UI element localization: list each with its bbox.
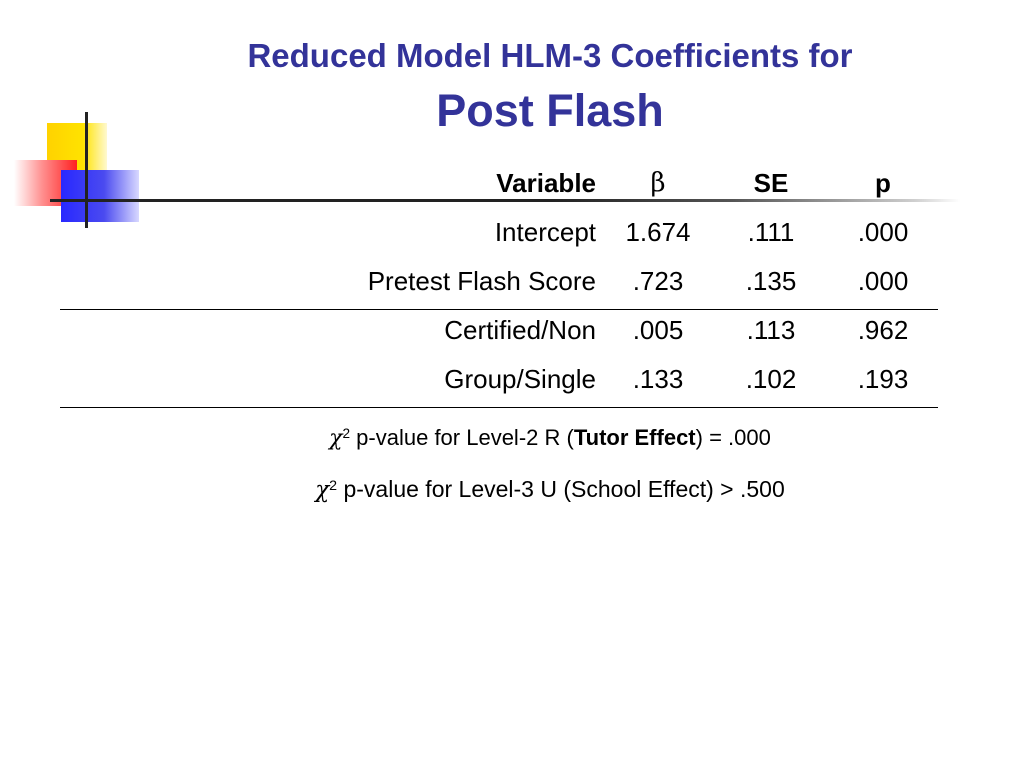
row-variable: Group/Single	[444, 364, 596, 394]
row-p: .962	[857, 315, 909, 345]
row-se: .135	[745, 266, 797, 296]
row-beta: .005	[632, 315, 684, 345]
row-p: .193	[857, 364, 909, 394]
slide-title-line1: Reduced Model HLM-3 Coefficients for	[247, 37, 853, 74]
chi-symbol: χ	[315, 477, 330, 503]
row-beta: 1.674	[625, 217, 691, 247]
table-divider	[60, 309, 938, 310]
note-level3: χ2 p-value for Level-3 U (School Effect)…	[150, 475, 950, 504]
header-variable: Variable	[496, 168, 596, 198]
blue-square	[61, 170, 139, 222]
note1-suffix: ) = .000	[695, 425, 771, 450]
superscript-two: 2	[342, 426, 351, 442]
vertical-rule	[85, 112, 88, 228]
header-se: SE	[753, 168, 789, 198]
superscript-two: 2	[329, 477, 338, 494]
row-beta: .133	[632, 364, 684, 394]
row-se: .102	[745, 364, 797, 394]
chi-symbol: χ	[329, 426, 343, 451]
row-se: .111	[747, 217, 795, 247]
note2-text: p-value for Level-3 U (School Effect) > …	[337, 476, 785, 502]
row-p: .000	[857, 217, 909, 247]
note1-prefix: p-value for Level-2 R (	[350, 425, 574, 450]
row-beta: .723	[632, 266, 684, 296]
slide-title-line2: Post Flash	[436, 85, 664, 136]
coefficients-table: Variable β SE p Intercept 1.674 .111 .00…	[60, 168, 938, 408]
row-p: .000	[857, 266, 909, 296]
header-beta: β	[650, 168, 666, 198]
note1-bold: Tutor Effect	[573, 425, 696, 450]
header-p: p	[875, 168, 891, 198]
row-variable: Certified/Non	[444, 315, 596, 345]
row-variable: Pretest Flash Score	[367, 266, 596, 296]
header-rule	[50, 199, 960, 202]
slide-logo-decoration	[0, 0, 160, 240]
table-bottom-rule	[60, 407, 938, 408]
row-se: .113	[746, 315, 796, 345]
note-level2: χ2 p-value for Level-2 R (Tutor Effect) …	[150, 424, 950, 453]
row-variable: Intercept	[494, 217, 596, 247]
